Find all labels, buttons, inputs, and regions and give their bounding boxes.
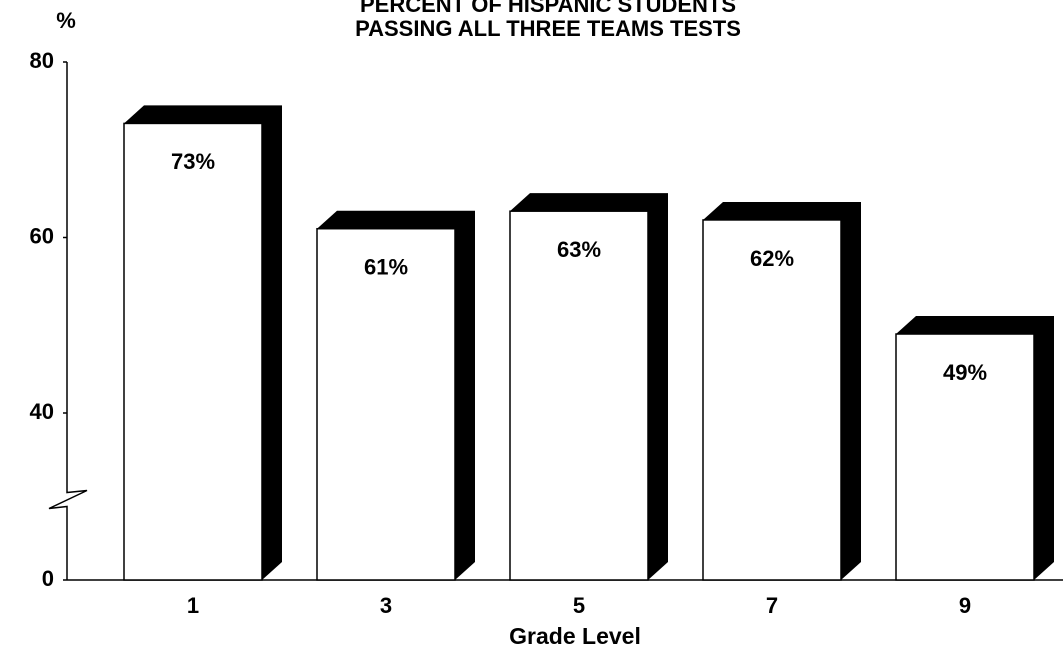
chart-title: PERCENT OF HISPANIC STUDENTS xyxy=(360,0,736,17)
data-label: 62% xyxy=(750,246,794,271)
data-label: 49% xyxy=(943,360,987,385)
bar xyxy=(702,219,842,581)
y-axis xyxy=(48,62,88,580)
y-axis-label: % xyxy=(56,8,76,33)
bar xyxy=(316,227,456,581)
data-label: 73% xyxy=(171,149,215,174)
data-label: 61% xyxy=(364,255,408,280)
y-tick-label: 40 xyxy=(30,399,54,424)
x-tick-label: 5 xyxy=(573,593,585,618)
x-tick-label: 1 xyxy=(187,593,199,618)
x-tick-label: 3 xyxy=(380,593,392,618)
chart-title: PASSING ALL THREE TEAMS TESTS xyxy=(355,16,741,41)
y-tick-label: 80 xyxy=(30,48,54,73)
y-tick-label: 60 xyxy=(30,223,54,248)
x-tick-label: 9 xyxy=(959,593,971,618)
y-tick-label: 0 xyxy=(42,566,54,591)
x-axis-label: Grade Level xyxy=(509,623,641,649)
bar xyxy=(895,333,1035,581)
x-tick-label: 7 xyxy=(766,593,778,618)
bar xyxy=(509,210,649,581)
bar xyxy=(123,122,263,581)
data-label: 63% xyxy=(557,237,601,262)
